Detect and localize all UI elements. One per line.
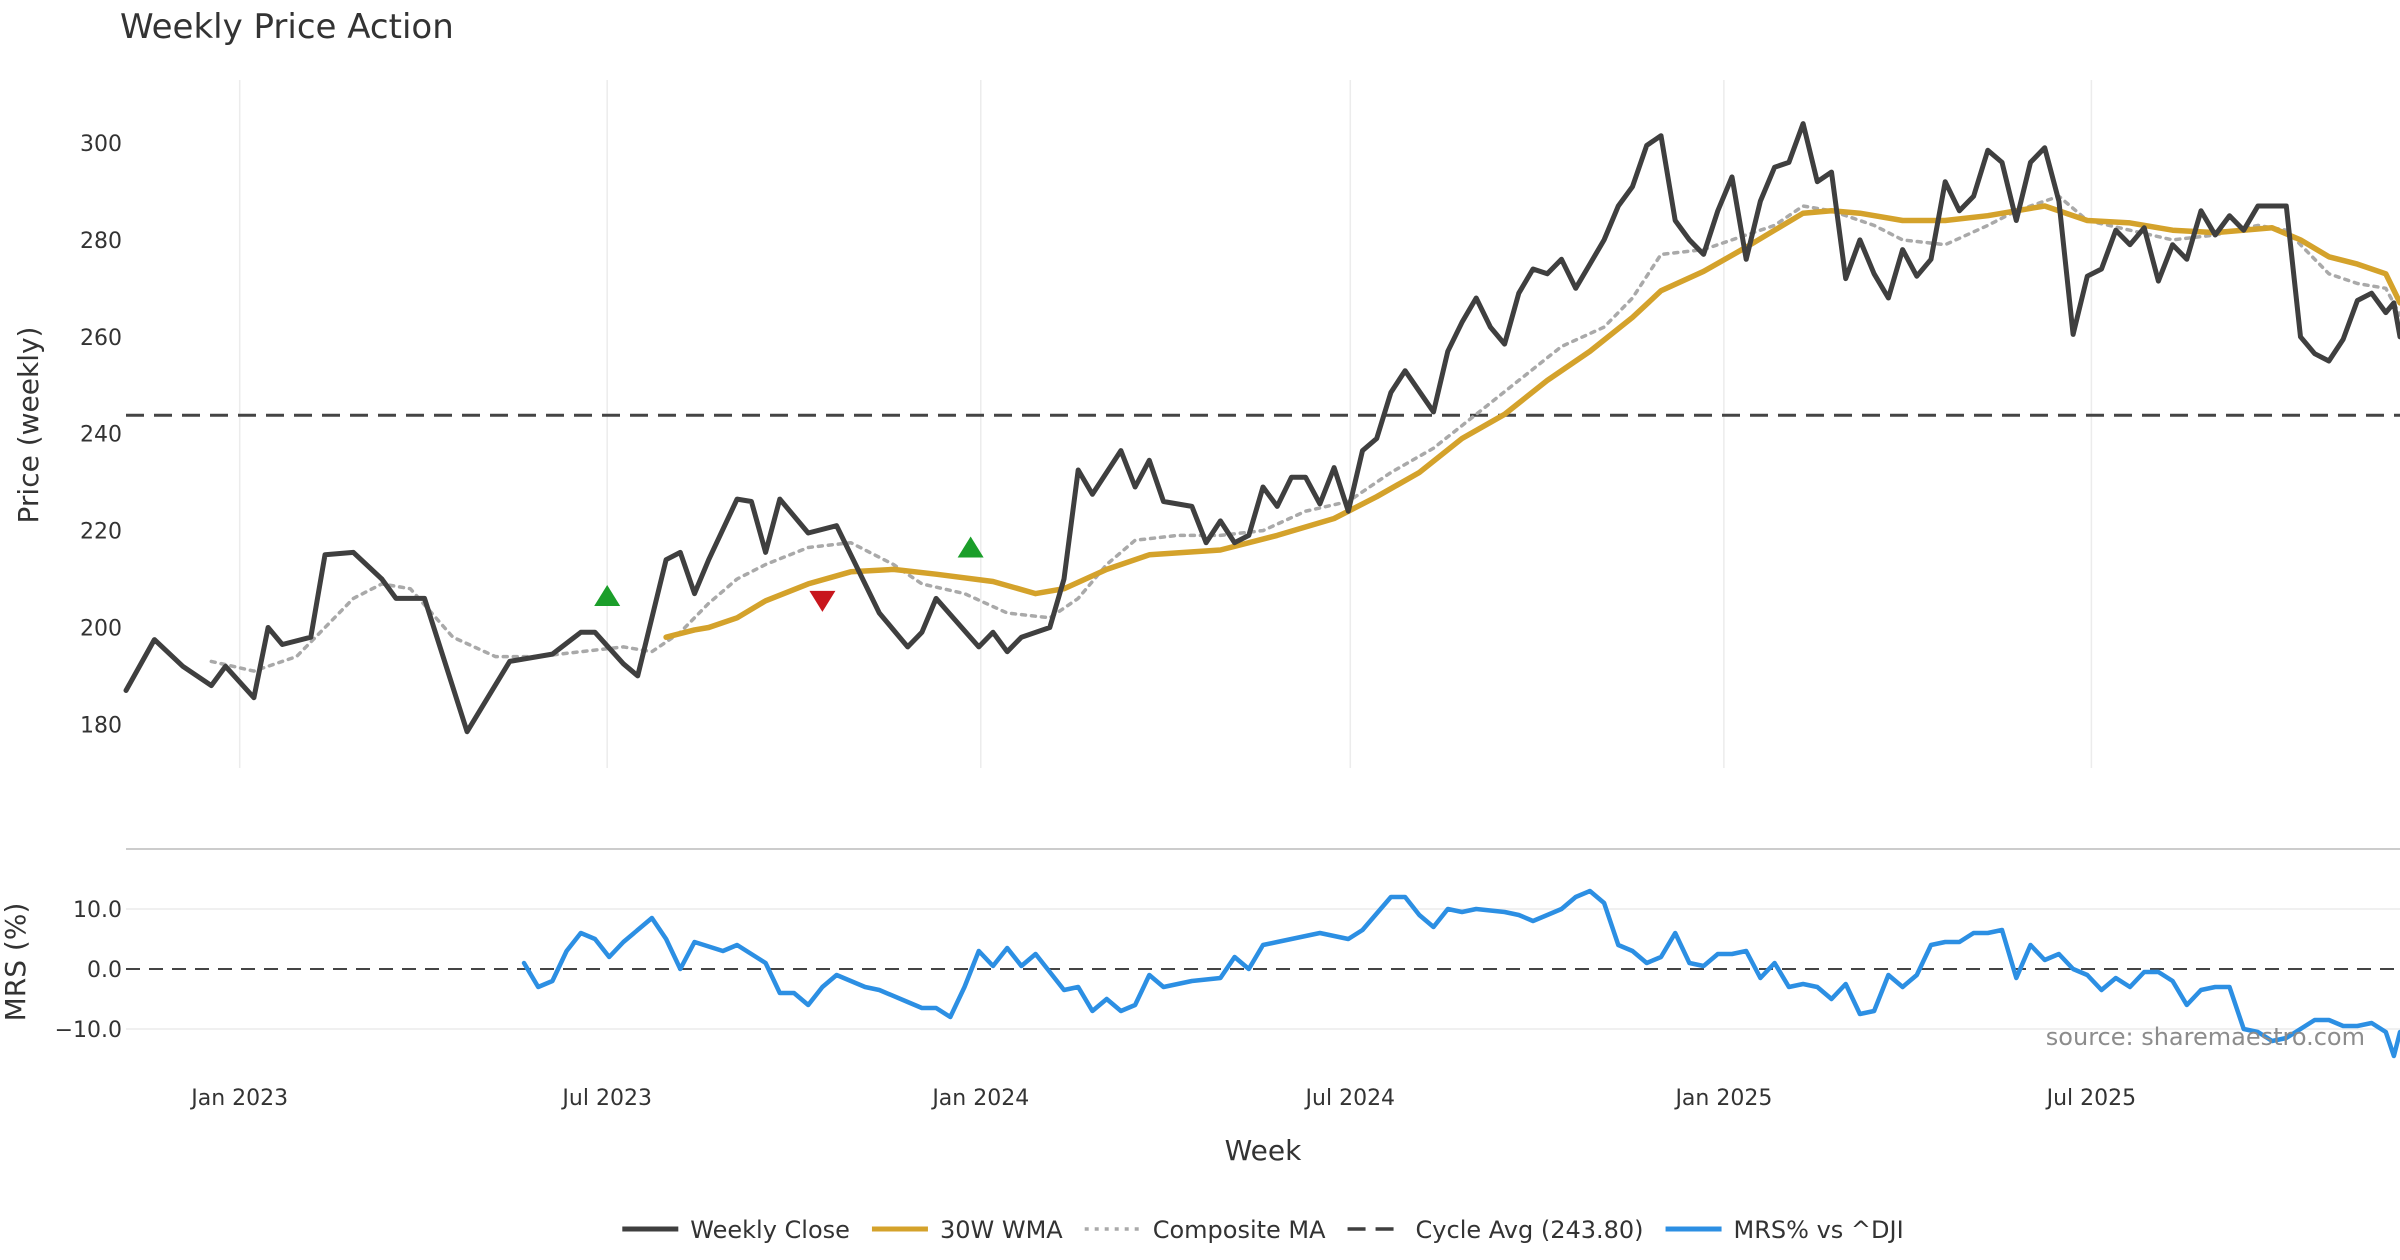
source-annotation: source: sharemaestro.com <box>2046 1023 2365 1051</box>
x-tick-4: Jan 2025 <box>1673 1086 1772 1111</box>
x-axis-label: Week <box>1225 1134 1302 1167</box>
legend-label-composite-ma: Composite MA <box>1153 1216 1326 1244</box>
mrs-series <box>521 888 2400 1059</box>
mrs-y-tick-labels: 10.0 0.0 −10.0 <box>55 898 122 1043</box>
mrs-y-axis-label: MRS (%) <box>0 903 32 1022</box>
price-y-tick-220: 220 <box>80 520 122 545</box>
series-line-mrs <box>521 888 2400 1059</box>
x-tick-2: Jan 2024 <box>930 1086 1029 1111</box>
mrs-y-tick-1: 0.0 <box>87 958 122 983</box>
series-line-30w-wma <box>663 203 2400 640</box>
legend-label-mrs-vs-dji: MRS% vs ^DJI <box>1734 1216 1904 1244</box>
price-y-tick-180: 180 <box>80 713 122 738</box>
price-grid <box>238 80 2093 768</box>
price-panel: 180 200 220 240 260 280 300 Price (weekly) <box>12 80 2400 768</box>
x-tick-5: Jul 2025 <box>2045 1086 2137 1111</box>
price-y-tick-280: 280 <box>80 229 122 254</box>
signal-buy-marker-2 <box>957 536 984 558</box>
price-y-tick-300: 300 <box>80 132 122 157</box>
signal-markers <box>594 536 984 612</box>
legend-label-cycle-avg-243-80: Cycle Avg (243.80) <box>1416 1216 1644 1244</box>
signal-sell-marker-1 <box>809 590 836 612</box>
x-tick-0: Jan 2023 <box>189 1086 288 1111</box>
x-tick-labels: Jan 2023 Jul 2023 Jan 2024 Jul 2024 Jan 2025… <box>189 1086 2136 1111</box>
mrs-y-tick-0: 10.0 <box>73 898 122 923</box>
price-y-axis-label: Price (weekly) <box>12 327 45 524</box>
price-series <box>123 121 2400 735</box>
series-line-composite-ma <box>209 194 2400 673</box>
price-y-tick-labels: 180 200 220 240 260 280 300 <box>80 132 122 738</box>
mrs-panel: 10.0 0.0 −10.0 MRS (%) source: sharemaestr… <box>0 888 2400 1059</box>
price-y-tick-260: 260 <box>80 326 122 351</box>
legend: Weekly Close 30W WMA Composite MA Cycle Avg… <box>622 1216 1904 1244</box>
price-y-tick-240: 240 <box>80 423 122 448</box>
x-tick-1: Jul 2023 <box>560 1086 652 1111</box>
signal-buy-marker-0 <box>594 585 621 606</box>
mrs-grid <box>126 908 2400 1030</box>
series-line-weekly-close <box>123 121 2400 735</box>
legend-label-30w-wma: 30W WMA <box>940 1216 1063 1244</box>
x-tick-3: Jul 2024 <box>1304 1086 1396 1111</box>
mrs-y-tick-2: −10.0 <box>55 1018 122 1043</box>
price-y-tick-200: 200 <box>80 616 122 641</box>
legend-label-weekly-close: Weekly Close <box>690 1216 850 1244</box>
chart-title: Weekly Price Action <box>120 7 454 47</box>
